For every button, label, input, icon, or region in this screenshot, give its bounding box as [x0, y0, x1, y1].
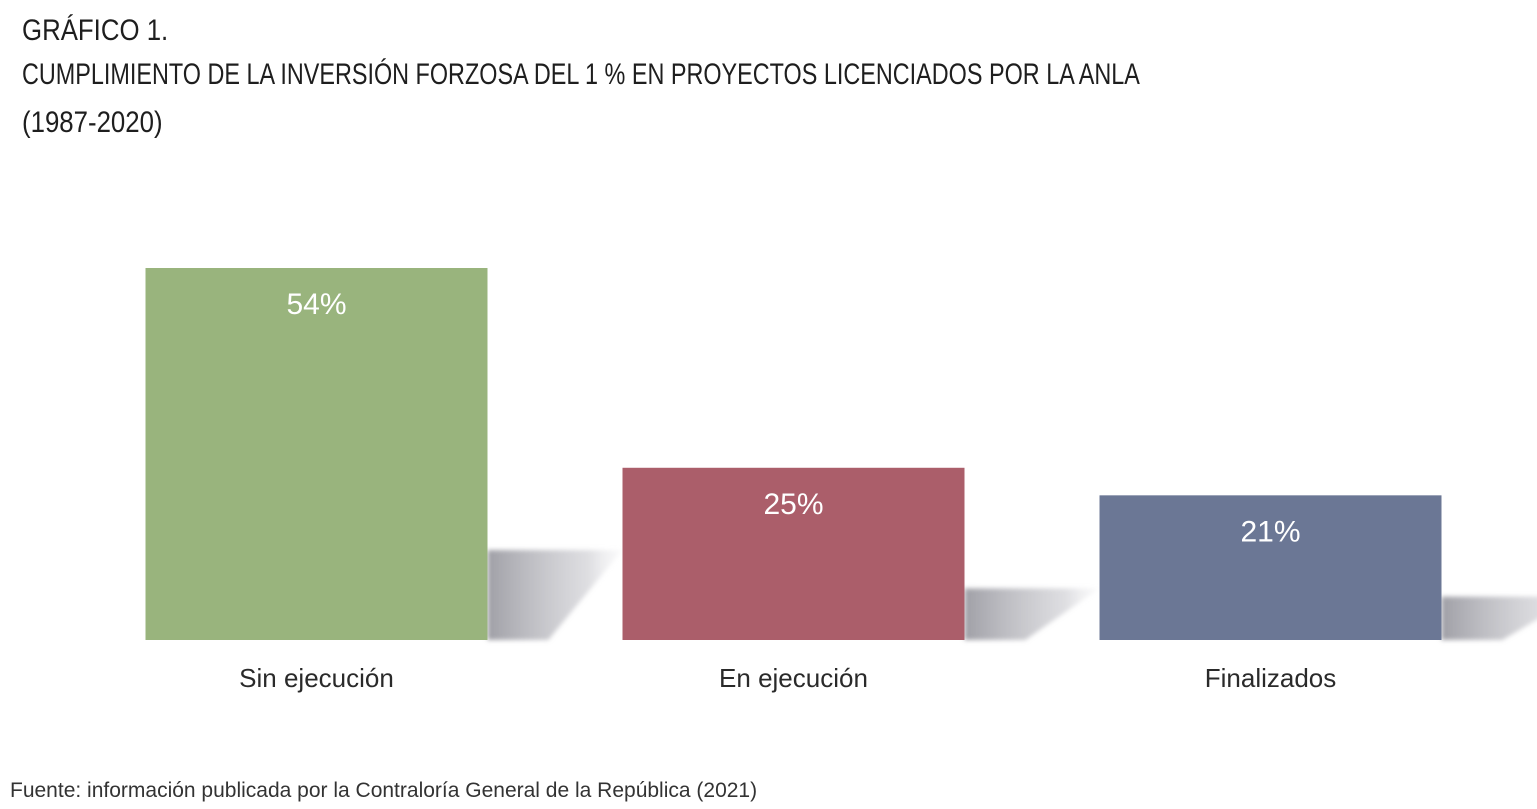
- category-labels-group: Sin ejecución En ejecución Finalizados: [239, 663, 1336, 693]
- chart-title: CUMPLIMIENTO DE LA INVERSIÓN FORZOSA DEL…: [22, 58, 1140, 91]
- bar-shadow-en-ejecucion: [964, 588, 1100, 640]
- category-label-finalizados: Finalizados: [1205, 663, 1337, 693]
- bar-finalizados: [1099, 495, 1442, 640]
- figure-header: GRÁFICO 1. CUMPLIMIENTO DE LA INVERSIÓN …: [22, 12, 1532, 142]
- bar-shadows: [487, 550, 1537, 640]
- value-label-finalizados: 21%: [1240, 515, 1300, 548]
- value-label-en-ejecucion: 25%: [763, 488, 823, 521]
- chart-subtitle: (1987-2020): [22, 106, 163, 139]
- source-note: Fuente: información publicada por la Con…: [10, 779, 758, 802]
- value-label-sin-ejecucion: 54%: [286, 288, 346, 321]
- bar-sin-ejecucion: [145, 268, 488, 640]
- bars-group: [145, 268, 1442, 640]
- category-label-sin-ejecucion: Sin ejecución: [239, 663, 394, 693]
- bar-shadow-finalizados: [1441, 596, 1537, 640]
- value-labels-group: 54% 25% 21%: [286, 288, 1300, 548]
- category-label-en-ejecucion: En ejecución: [719, 663, 868, 693]
- bar-en-ejecucion: [622, 467, 965, 640]
- figure-label: GRÁFICO 1.: [22, 14, 169, 47]
- bar-shadow-sin-ejecucion: [487, 550, 623, 640]
